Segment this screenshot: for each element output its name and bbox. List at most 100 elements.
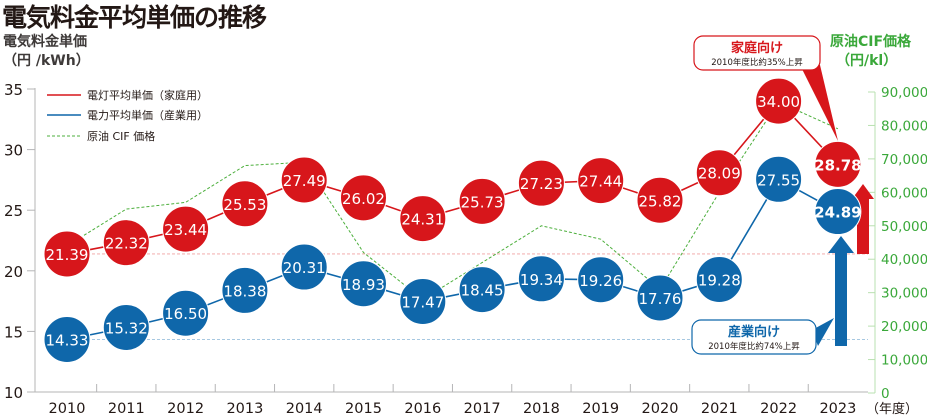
household-value-label: 25.53 [223,196,266,214]
industrial-value-label: 16.50 [164,305,207,323]
household-point: 27.23 [517,159,565,207]
household-point: 24.31 [399,195,447,243]
household-marker [695,149,743,197]
industrial-value-label: 17.76 [639,290,682,308]
industrial-point: 18.45 [458,266,506,314]
household-value-label: 22.32 [105,235,148,253]
household-value-label: 25.82 [639,192,682,210]
x-axis-tick-label: 2018 [523,401,560,417]
household-point: 25.53 [221,180,269,228]
industrial-value-label: 17.47 [401,293,444,311]
industrial-point: 14.33 [43,316,91,364]
industrial-value-label: 24.89 [814,204,861,222]
household-callout-title: 家庭向け [731,40,783,56]
right-axis-tick-label: 40,000 [881,252,927,268]
household-value-label: 27.49 [283,172,326,190]
industrial-value-label: 19.28 [698,272,741,290]
household-marker [458,177,506,225]
right-axis-label-line2: （円/kl） [836,53,898,69]
x-axis-tick-label: 2014 [286,401,323,417]
industrial-point: 27.55 [755,155,803,203]
x-axis-tick-label: 2021 [701,401,738,417]
industrial-value-label: 15.32 [105,320,148,338]
industrial-point: 15.32 [102,304,150,352]
industrial-marker [458,266,506,314]
industrial-point: 17.76 [636,274,684,322]
industrial-callout-title: 産業向け [728,324,780,340]
household-point: 22.32 [102,219,150,267]
right-axis-label: 原油CIF価格 （円/kl） [830,33,911,71]
household-callout-box [693,35,821,71]
left-axis-tick-label: 15 [4,323,23,341]
left-axis-label-line1: 電気料金単価 [3,34,87,50]
industrial-point: 18.93 [340,260,387,308]
industrial-point: 20.31 [280,243,328,291]
right-axis-tick-label: 70,000 [881,152,927,168]
left-axis-label-line2: （円 /kWh） [3,53,90,69]
household-value-label: 28.09 [698,165,741,183]
industrial-callout-box [691,319,817,355]
household-value-label: 24.31 [401,211,444,229]
household-value-label: 21.39 [46,246,89,264]
household-value-label: 27.44 [579,173,622,191]
industrial-value-label: 19.34 [520,271,563,289]
industrial-marker [399,277,447,325]
industrial-point: 24.89 [814,188,862,236]
right-axis-tick-label: 0 [881,386,890,402]
household-marker [399,195,447,243]
household-point: 34.00 [755,77,803,125]
industrial-marker [43,316,91,364]
industrial-point: 18.38 [221,266,269,314]
household-marker [517,159,565,207]
industrial-marker [340,260,387,308]
legend: 電灯平均単価（家庭用） 電力平均単価（産業用） 原油 CIF 価格 [47,88,208,143]
household-callout-pointer [800,65,838,141]
household-marker [755,77,803,125]
industrial-marker [221,266,269,314]
household-value-label: 23.44 [164,221,207,239]
left-axis-label: 電気料金単価 （円 /kWh） [3,33,90,71]
household-marker [162,205,210,253]
industrial-value-label: 14.33 [46,332,89,350]
household-value-label: 28.78 [814,156,861,174]
industrial-marker [755,155,803,203]
industrial-value-label: 20.31 [283,259,326,277]
household-point: 23.44 [162,205,210,253]
x-axis-tick-label: 2017 [464,401,501,417]
x-axis-tick-label: 2020 [642,401,679,417]
industrial-value-label: 19.26 [579,272,622,290]
industrial-callout-pointer [812,318,834,346]
household-marker [636,176,684,224]
right-axis-tick-label: 10,000 [881,353,927,369]
household-marker [43,230,91,278]
household-value-label: 25.73 [461,193,504,211]
x-axis-tick-label: 2015 [345,401,382,417]
left-axis-tick-label: 30 [4,142,23,160]
right-axis-label-line1: 原油CIF価格 [830,34,912,50]
industrial-marker [636,274,684,322]
right-axis-tick-label: 30,000 [881,286,927,302]
household-marker [577,157,625,205]
right-axis-tick-label: 80,000 [881,118,927,134]
household-marker [221,180,269,228]
industrial-point: 16.50 [162,289,210,337]
industrial-marker [814,188,862,236]
household-callout-subtitle: 2010年度比約35%上昇 [711,57,803,68]
household-marker [814,140,862,188]
left-axis-tick-label: 20 [4,263,23,281]
household-marker [340,174,387,222]
household-marker [280,156,328,204]
x-axis-tick-label: 2011 [108,401,145,417]
x-axis-tick-label: 2016 [404,401,441,417]
industrial-value-label: 27.55 [757,171,800,189]
industrial-point: 19.26 [577,256,625,304]
x-axis-tick-label: 2019 [582,401,619,417]
household-point: 28.78 [814,140,862,188]
industrial-value-label: 18.45 [461,282,504,300]
crude-oil-line [66,101,839,300]
industrial-point: 19.28 [695,256,743,304]
right-axis-tick-label: 90,000 [881,85,927,101]
right-axis-tick-label: 60,000 [881,185,927,201]
industrial-point: 19.34 [517,255,565,303]
